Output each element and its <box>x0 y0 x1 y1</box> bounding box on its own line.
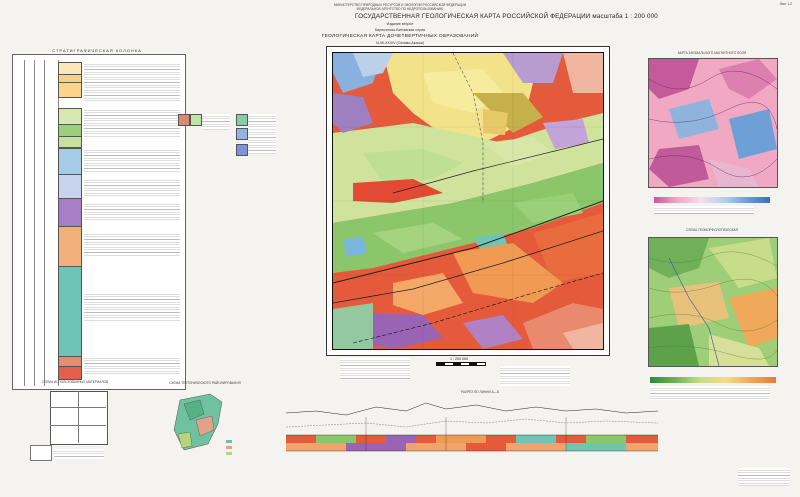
edition-line: Издание второе <box>386 22 414 26</box>
sheet-line: N-49-XXXIV (Селиво-Акаски) <box>375 41 425 45</box>
corner-label: Лист 1-2 <box>779 2 792 6</box>
main-title-text: ГОСУДАРСТВЕННАЯ ГЕОЛОГИЧЕСКАЯ КАРТА РОСС… <box>355 13 591 20</box>
inset-bottom-title: СХЕМА ГЕОМОРФОЛОГИЧЕСКАЯ <box>686 228 738 232</box>
section-title: РАЗРЕЗ ПО ЛИНИИ А—Б <box>460 390 500 394</box>
scale-bar <box>436 362 486 366</box>
map-notes-left <box>340 358 410 380</box>
map-notes-right <box>500 366 570 386</box>
magnetic-map-svg <box>649 59 777 187</box>
magnetic-legend-bar <box>654 197 770 203</box>
tectonic-map-svg <box>173 393 232 455</box>
materials-scheme: СХЕМА ИСПОЛЬЗОВАННЫХ МАТЕРИАЛОВ <box>30 380 110 461</box>
materials-title: СХЕМА ИСПОЛЬЗОВАННЫХ МАТЕРИАЛОВ <box>41 380 109 384</box>
ministry-line: МИНИСТЕРСТВО ПРИРОДНЫХ РЕСУРСОВ И ЭКОЛОГ… <box>334 3 466 7</box>
tectonic-scheme: СХЕМА ТЕКТОНИЧЕСКОГО РАЙОНИРОВАНИЯ <box>160 381 250 460</box>
cross-section-svg <box>285 402 659 452</box>
magnetic-field-inset[interactable] <box>648 58 778 188</box>
agency-line: ФЕДЕРАЛЬНОЕ АГЕНТСТВО ПО НЕДРОПОЛЬЗОВАНИ… <box>356 7 444 11</box>
map-title: ГЕОЛОГИЧЕСКАЯ КАРТА ДОЧЕТВЕРТИЧНЫХ ОБРАЗ… <box>321 34 479 39</box>
geomorph-legend-bar <box>650 377 776 383</box>
strat-title: СТРАТИГРАФИЧЕСКАЯ КОЛОНКА <box>52 48 142 53</box>
scale-label: 1 : 200 000 <box>450 357 468 361</box>
imprint-text <box>738 468 790 486</box>
geological-map-svg <box>333 53 603 349</box>
tectonic-title: СХЕМА ТЕКТОНИЧЕСКОГО РАЙОНИРОВАНИЯ <box>169 381 241 385</box>
intrusive-legend <box>178 108 318 168</box>
inset-top-title: КАРТА АНОМАЛЬНОГО МАГНИТНОГО ПОЛЯ <box>677 51 747 55</box>
geomorph-map-svg <box>649 238 777 366</box>
geomorph-legend-text <box>650 386 770 400</box>
geological-map[interactable] <box>332 52 604 350</box>
main-title: ГОСУДАРСТВЕННАЯ ГЕОЛОГИЧЕСКАЯ КАРТА РОСС… <box>355 13 658 20</box>
magnetic-legend-text <box>654 206 754 214</box>
scale-text: масштаба 1 : 200 000 <box>592 13 658 20</box>
series-line: Бирюсинско-Витимская серия <box>374 28 426 32</box>
cross-section <box>285 397 659 465</box>
geomorphology-inset[interactable] <box>648 237 778 367</box>
stratigraphic-column: СТРАТИГРАФИЧЕСКАЯ КОЛОНКА <box>12 48 262 390</box>
